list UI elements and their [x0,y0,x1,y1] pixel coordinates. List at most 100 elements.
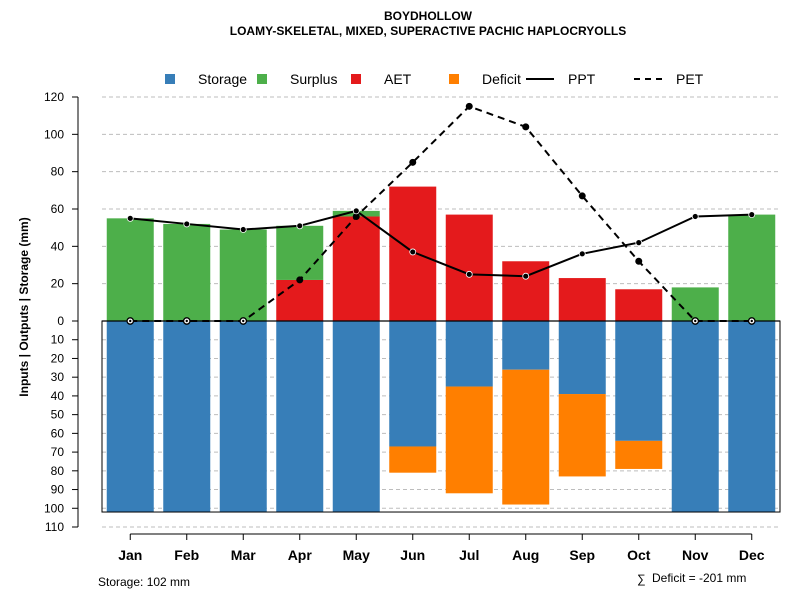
deficit-bar [615,440,663,469]
grid-lines [102,96,780,528]
storage-bar [615,321,663,441]
x-tick-label: Jul [459,547,479,563]
ppt-point [126,214,134,222]
y-tick-label: 60 [51,426,65,440]
deficit-bar [558,394,606,477]
y-axis-label: Inputs | Outputs | Storage (mm) [17,217,31,396]
storage-bar [332,321,380,513]
ppt-point [465,270,473,278]
ppt-point [352,207,360,215]
storage-bar [728,321,776,513]
storage-bar [219,321,267,513]
ppt-point [183,220,191,228]
bars [101,186,781,513]
storage-bar [389,321,437,447]
y-tick-label: 20 [51,277,65,291]
ppt-point [296,222,304,230]
legend-swatch [165,74,175,84]
legend-label: PET [676,71,704,87]
storage-bar [445,321,493,387]
pet-line [130,105,752,322]
ppt-point [239,226,247,233]
surplus-bar [163,223,211,321]
storage-bar [502,321,550,370]
x-tick-label: Nov [682,547,709,563]
legend-label: Surplus [290,71,337,87]
y-tick-label: 40 [51,239,65,253]
x-tick-label: Jan [118,547,142,563]
y-tick-label: 80 [51,464,65,478]
x-tick-label: Jun [400,547,425,563]
series-lines [126,102,756,325]
storage-bar [163,321,211,513]
storage-bar [671,321,719,513]
y-tick-label: 30 [51,370,65,384]
pet-point [635,257,643,265]
x-tick-label: Oct [627,547,651,563]
pet-point [352,212,360,220]
legend-label: PPT [568,71,596,87]
aet-bar [332,216,380,321]
deficit-footnote: Deficit = -201 mm [652,571,746,585]
ppt-line [130,209,752,278]
pet-point-center [242,319,245,323]
surplus-bar [728,214,776,321]
y-tick-label: 120 [44,90,64,104]
aet-bar [558,278,606,321]
legend-label: AET [384,71,412,87]
y-tick-label: 40 [51,389,65,403]
storage-bar [276,321,324,513]
ppt-point [635,239,643,247]
aet-bar [502,261,550,321]
storage-bar [558,321,606,395]
y-tick-label: 60 [51,202,65,216]
y-tick-label: 50 [51,408,65,422]
ppt-point [748,211,756,219]
aet-bar [276,279,324,321]
surplus-bar [276,225,324,280]
legend-label: Deficit [482,71,521,87]
y-tick-label: 80 [51,165,65,179]
legend-label: Storage [198,71,247,87]
y-tick-label: 90 [51,483,65,497]
sum-icon: ∑ [637,572,646,586]
legend-swatch [257,74,267,84]
x-tick-label: Dec [739,547,765,563]
pet-point [465,102,473,110]
pet-point-center [750,319,753,323]
storage-footnote: Storage: 102 mm [98,575,190,589]
legend: Storage Surplus AET Deficit PPT PET [165,71,704,87]
x-tick-label: Sep [569,547,595,563]
pet-point-center [185,319,188,323]
chart-title: BOYDHOLLOW [384,9,473,23]
y-tick-label: 110 [45,520,64,534]
pet-point-center [129,319,132,323]
pet-point-center [694,319,697,323]
legend-swatch [449,74,459,84]
x-tick-label: Apr [288,547,313,563]
pet-point [578,192,586,200]
y-tick-label: 70 [51,445,65,459]
deficit-bar [445,386,493,494]
pet-point [409,158,417,166]
ppt-point [578,250,586,258]
chart-subtitle: LOAMY-SKELETAL, MIXED, SUPERACTIVE PACHI… [230,24,626,38]
ppt-point [691,213,699,220]
legend-swatch [351,74,361,84]
y-tick-label: 20 [51,351,65,365]
x-tick-label: Feb [174,547,199,563]
ppt-point [522,272,530,280]
y-tick-label: 10 [51,333,65,347]
axes: 120 100 80 60 40 20 0 10 20 30 40 50 60 70 80 90 100 110 J… [44,90,765,563]
x-tick-label: Aug [512,547,539,563]
aet-bar [615,289,663,321]
pet-point [522,123,530,131]
deficit-bar [389,446,437,473]
y-tick-label: 100 [44,501,64,515]
storage-bar [106,321,154,513]
pet-point [296,276,304,284]
surplus-bar [106,218,154,321]
deficit-bar [502,369,550,505]
surplus-bar [219,229,267,321]
